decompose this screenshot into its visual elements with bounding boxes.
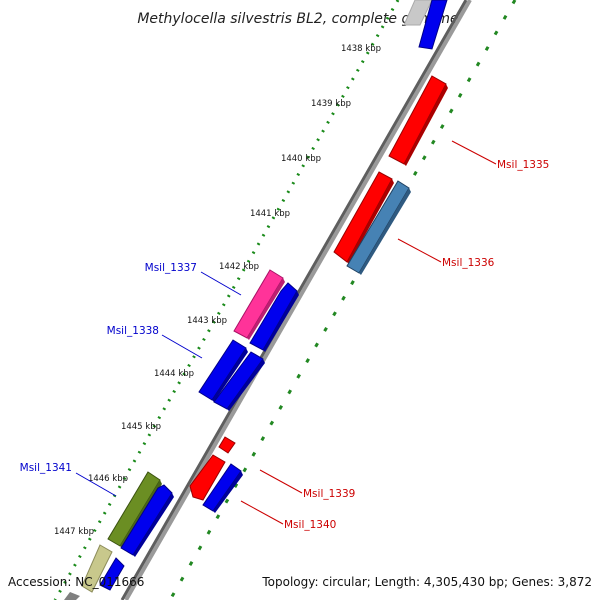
tick-label: 1447 kbp bbox=[54, 527, 94, 537]
gene-blue-right-1341-shade bbox=[133, 493, 174, 557]
gene-label-msil-1338: Msil_1338 bbox=[107, 325, 159, 337]
gene-label-msil-1337: Msil_1337 bbox=[145, 262, 197, 274]
leader-msil-1336 bbox=[397, 238, 442, 263]
gene-msil-1335-shade bbox=[404, 84, 448, 166]
gene-partial-top-blue bbox=[418, 0, 448, 50]
gene-msil-1341-shade bbox=[120, 480, 162, 548]
tick-label: 1444 kbp bbox=[154, 369, 194, 379]
leader-msil-1335 bbox=[451, 140, 497, 165]
gene-msil-1340-shade bbox=[213, 471, 243, 513]
leader-msil-1339 bbox=[259, 469, 303, 494]
leader-msil-1337 bbox=[200, 271, 242, 296]
backbone-shadow bbox=[124, 0, 472, 600]
leader-msil-1340 bbox=[240, 500, 284, 525]
gene-red-small bbox=[218, 436, 236, 454]
leader-msil-1341 bbox=[75, 472, 117, 497]
tick-label: 1441 kbp bbox=[250, 209, 290, 219]
gene-label-msil-1335: Msil_1335 bbox=[497, 159, 549, 171]
gene-blue-right-1337-shade bbox=[263, 291, 299, 352]
gene-blue-right-1341 bbox=[120, 484, 173, 556]
gene-msil-1338-shade bbox=[212, 348, 248, 402]
gene-label-msil-1336: Msil_1336 bbox=[442, 257, 495, 269]
gene-label-msil-1341: Msil_1341 bbox=[20, 462, 72, 474]
map-title: Methylocella silvestris BL2, complete ge… bbox=[137, 11, 458, 27]
gc-ring-dashed bbox=[168, 0, 517, 600]
tick-label: 1442 kbp bbox=[219, 262, 259, 272]
gene-blue-right-1338-shade bbox=[227, 359, 265, 411]
tick-label: 1440 kbp bbox=[281, 154, 321, 164]
tick-label: 1446 kbp bbox=[88, 474, 128, 484]
leader-msil-1338 bbox=[161, 334, 203, 359]
gene-msil-1336-shade bbox=[359, 188, 411, 275]
tick-ring-dotted bbox=[53, 0, 400, 600]
tick-label: 1445 kbp bbox=[121, 422, 161, 432]
gene-partial-bottom-gray bbox=[64, 592, 80, 600]
topology-summary: Topology: circular; Length: 4,305,430 bp… bbox=[261, 575, 592, 589]
gene-msil-1337-shade bbox=[247, 278, 285, 340]
tick-label: 1439 kbp bbox=[311, 99, 351, 109]
gene-partial-top-gray bbox=[403, 0, 433, 26]
gene-label-msil-1340: Msil_1340 bbox=[284, 519, 336, 531]
gene-partial-bottom-blue bbox=[99, 557, 125, 591]
tick-label: 1443 kbp bbox=[187, 316, 227, 326]
gene-blue-right-1337 bbox=[249, 282, 298, 351]
accession-text: Accession: NC_011666 bbox=[8, 575, 144, 589]
gene-red-large-shade bbox=[347, 179, 394, 264]
gene-partial-bottom-khaki bbox=[81, 544, 113, 593]
gene-msil-1339 bbox=[189, 454, 226, 501]
gene-label-msil-1339: Msil_1339 bbox=[303, 488, 355, 500]
tick-label: 1438 kbp bbox=[341, 44, 381, 54]
